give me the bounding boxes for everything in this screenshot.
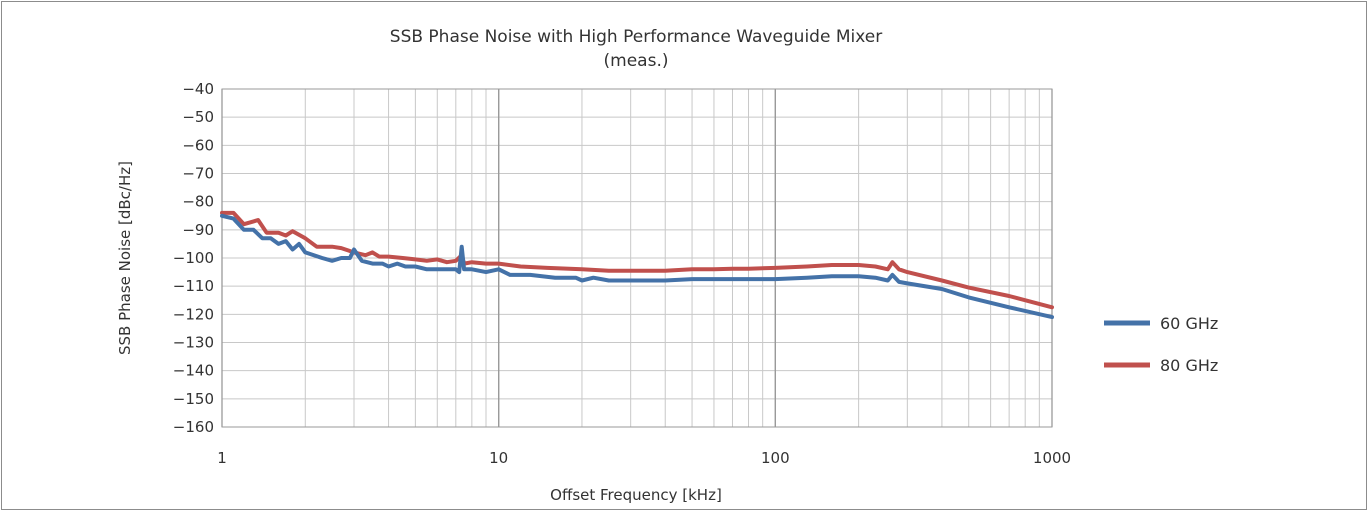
y-tick-label: −90 xyxy=(182,221,214,239)
x-tick-label: 100 xyxy=(761,449,790,467)
x-axis-label: Offset Frequency [kHz] xyxy=(550,486,722,504)
x-tick-labels: 1 10 100 1000 xyxy=(217,449,1071,467)
y-tick-label: −80 xyxy=(182,193,214,211)
y-tick-label: −50 xyxy=(182,108,214,126)
chart-title: SSB Phase Noise with High Performance Wa… xyxy=(390,27,882,47)
series-lines xyxy=(220,210,1054,320)
y-tick-label: −60 xyxy=(182,136,214,154)
series-line-80-ghz xyxy=(220,210,1054,310)
y-tick-label: −40 xyxy=(182,80,214,98)
y-tick-label: −140 xyxy=(173,362,214,380)
y-tick-label: −160 xyxy=(173,418,214,436)
series-line-60-ghz xyxy=(220,213,1054,320)
y-tick-labels: −40 −50 −60 −70 −80 −90 −100 −110 −120 −130 −140 −1… xyxy=(173,80,214,436)
y-tick-label: −70 xyxy=(182,165,214,183)
x-tick-label: 1 xyxy=(217,449,227,467)
chart-subtitle: (meas.) xyxy=(604,51,669,71)
legend-label-80ghz: 80 GHz xyxy=(1160,356,1218,375)
y-tick-label: −100 xyxy=(173,249,214,267)
y-tick-label: −110 xyxy=(173,277,214,295)
plot-area-border xyxy=(221,88,1053,428)
grid xyxy=(221,88,1053,428)
y-tick-label: −120 xyxy=(173,305,214,323)
y-axis-label: SSB Phase Noise [dBc/Hz] xyxy=(116,161,134,355)
x-tick-label: 10 xyxy=(489,449,508,467)
y-tick-label: −150 xyxy=(173,390,214,408)
x-tick-label: 1000 xyxy=(1033,449,1071,467)
legend-label-60ghz: 60 GHz xyxy=(1160,314,1218,333)
y-tick-label: −130 xyxy=(173,334,214,352)
legend: 60 GHz 80 GHz xyxy=(1104,314,1218,375)
